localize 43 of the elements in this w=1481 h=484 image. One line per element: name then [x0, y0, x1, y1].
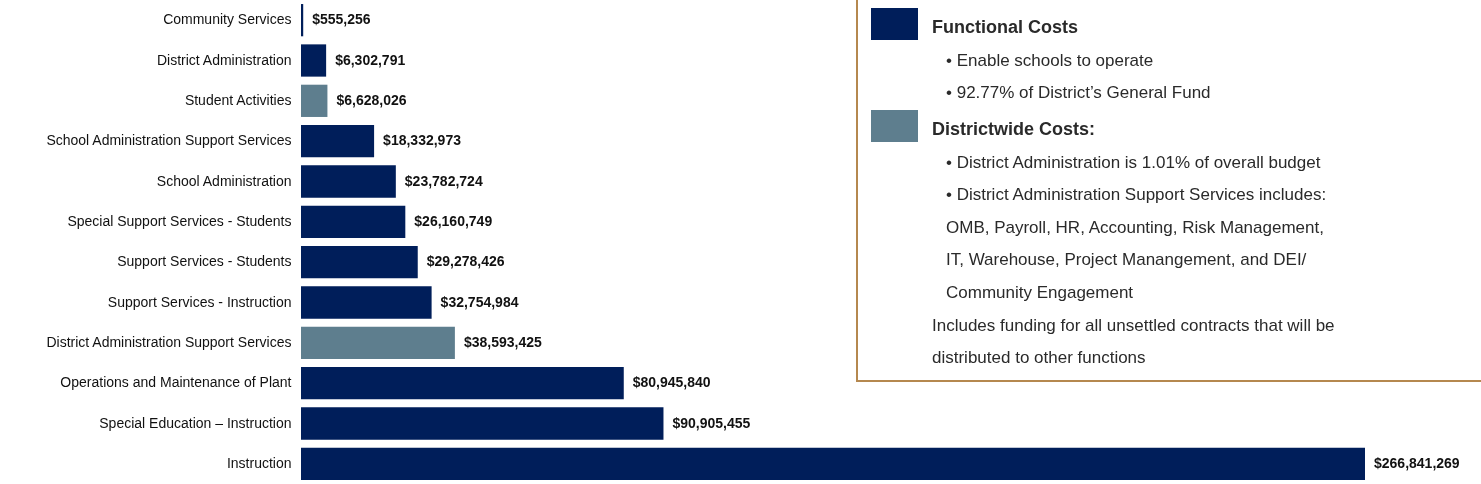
bar	[301, 84, 328, 117]
legend-label: Districtwide Costs:	[932, 119, 1096, 139]
y-tick-label: Instruction	[226, 454, 292, 471]
bar	[301, 367, 624, 400]
y-tick-label: Special Education – Instruction	[99, 414, 292, 431]
data-label: $90,905,455	[672, 414, 751, 431]
data-label: $26,160,749	[414, 212, 493, 229]
data-label: $32,754,984	[440, 293, 519, 310]
y-tick-label: Student Activities	[184, 91, 292, 108]
data-label: $555,256	[312, 11, 371, 28]
annotation: • District Administration Support Services includes: OMB, Payroll, HR, Accounting, Risk Management, IT, Warehouse, Project Manangement, and DEI/ Community Engagement	[946, 185, 1327, 302]
bar	[301, 4, 304, 37]
data-label: $29,278,426	[426, 253, 505, 270]
bar	[301, 44, 327, 77]
y-tick-label: District Administration Support Services	[46, 333, 292, 350]
y-tick-label: Support Services - Instruction	[107, 293, 292, 310]
annotation: • Enable schools to operate	[946, 50, 1154, 70]
bar	[301, 286, 432, 319]
y-tick-label: Operations and Maintenance of Plant	[60, 374, 292, 391]
bar	[301, 205, 406, 238]
bar	[301, 326, 455, 359]
bar	[301, 447, 1365, 480]
bar	[301, 246, 418, 279]
data-label: $6,302,791	[335, 51, 406, 68]
y-tick-label: School Administration Support Services	[46, 132, 292, 149]
y-tick-label: District Administration	[156, 51, 292, 68]
annotation: Includes funding for all unsettled contracts that will be distributed to other functions	[932, 315, 1335, 368]
y-tick-label: School Administration	[156, 172, 292, 189]
data-label: $23,782,724	[404, 172, 483, 189]
annotation: • District Administration is 1.01% of overall budget	[946, 152, 1321, 172]
bar	[301, 165, 396, 198]
legend-label: Functional Costs	[932, 17, 1079, 37]
y-tick-label: Support Services - Students	[117, 253, 292, 270]
y-tick-label: Community Services	[163, 11, 292, 28]
data-label: $80,945,840	[632, 374, 711, 391]
data-label: $18,332,973	[383, 132, 462, 149]
data-label: $266,841,269	[1374, 454, 1460, 471]
data-label: $6,628,026	[336, 91, 407, 108]
bar	[301, 407, 664, 440]
y-tick-label: Special Support Services - Students	[67, 212, 292, 229]
annotation: • 92.77% of District’s General Fund	[946, 83, 1211, 103]
data-label: $38,593,425	[463, 333, 542, 350]
bar	[301, 125, 375, 158]
